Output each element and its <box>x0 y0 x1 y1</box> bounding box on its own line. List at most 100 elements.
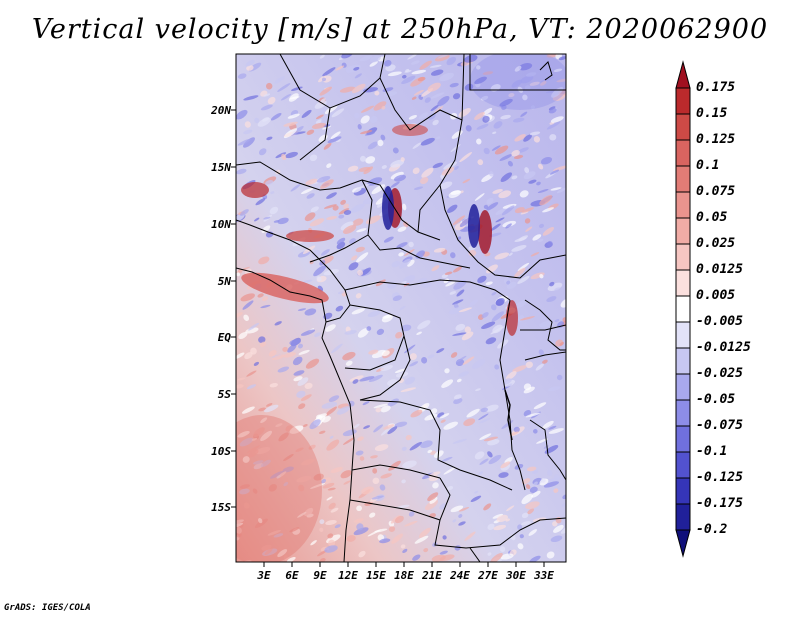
velocity-speck <box>499 546 506 552</box>
velocity-speck <box>323 142 332 150</box>
velocity-speck <box>347 165 359 172</box>
velocity-speck <box>486 202 499 211</box>
velocity-speck <box>458 307 473 313</box>
velocity-speck <box>485 337 497 345</box>
velocity-speck <box>521 207 534 213</box>
velocity-speck <box>404 376 416 385</box>
velocity-speck <box>381 165 387 169</box>
velocity-speck <box>514 237 527 243</box>
velocity-speck <box>322 482 335 489</box>
velocity-speck <box>518 63 533 71</box>
velocity-speck <box>485 281 493 286</box>
velocity-speck <box>264 548 273 556</box>
velocity-speck <box>560 298 566 308</box>
lon-label-18e: 18E <box>394 569 414 582</box>
velocity-speck <box>449 291 457 295</box>
velocity-speck <box>300 394 312 401</box>
velocity-speck <box>439 72 454 82</box>
velocity-speck <box>408 114 418 120</box>
velocity-speck <box>452 519 457 523</box>
velocity-speck <box>412 167 420 175</box>
velocity-speck <box>370 455 378 459</box>
velocity-speck <box>440 419 446 423</box>
velocity-speck <box>540 81 547 86</box>
velocity-speck <box>337 291 345 295</box>
velocity-speck <box>319 519 325 525</box>
southwest-updraft-zone <box>236 415 322 562</box>
velocity-speck <box>462 356 475 365</box>
velocity-speck <box>321 112 335 123</box>
velocity-speck <box>553 524 564 533</box>
velocity-speck <box>554 319 560 323</box>
velocity-speck <box>236 312 243 319</box>
velocity-speck <box>482 71 494 75</box>
velocity-speck <box>408 241 414 248</box>
colorbar-swatch <box>675 321 691 349</box>
velocity-speck <box>367 141 378 150</box>
velocity-speck <box>539 195 553 206</box>
colorbar-label-neg01: -0.1 <box>696 444 728 459</box>
velocity-speck <box>556 78 566 83</box>
velocity-speck <box>419 60 432 70</box>
velocity-speck <box>387 71 402 77</box>
velocity-speck <box>523 386 535 394</box>
velocity-speck <box>304 212 316 222</box>
colorbar-swatch <box>675 217 691 245</box>
velocity-speck <box>535 363 544 371</box>
velocity-speck <box>356 523 364 531</box>
velocity-speck <box>289 425 304 434</box>
velocity-speck <box>270 191 275 195</box>
velocity-speck <box>356 228 367 233</box>
velocity-speck <box>246 370 257 377</box>
velocity-speck <box>332 205 339 211</box>
velocity-speck <box>462 178 471 184</box>
velocity-speck <box>511 150 520 157</box>
velocity-speck <box>476 65 481 70</box>
velocity-speck <box>459 152 472 163</box>
velocity-speck <box>340 199 346 205</box>
velocity-speck <box>353 67 360 71</box>
velocity-speck <box>455 355 467 363</box>
velocity-speck <box>427 82 441 92</box>
velocity-speck <box>338 208 350 215</box>
velocity-speck <box>511 245 527 252</box>
velocity-speck <box>424 413 438 421</box>
velocity-speck <box>547 469 553 477</box>
velocity-speck <box>325 406 337 416</box>
velocity-speck <box>379 538 391 544</box>
velocity-speck <box>502 203 517 209</box>
velocity-speck <box>549 281 555 287</box>
velocity-speck <box>263 404 279 413</box>
velocity-speck <box>362 401 370 406</box>
velocity-speck <box>258 518 263 524</box>
velocity-speck <box>479 458 489 465</box>
velocity-speck <box>457 236 462 240</box>
colorbar-label-neg0075: -0.075 <box>696 418 743 433</box>
velocity-speck <box>297 511 307 518</box>
velocity-speck <box>334 524 341 529</box>
velocity-speck <box>358 550 366 558</box>
velocity-speck <box>372 468 378 474</box>
velocity-speck <box>280 93 292 101</box>
velocity-speck <box>474 111 485 121</box>
velocity-speck <box>316 276 322 282</box>
velocity-speck <box>437 181 453 190</box>
velocity-speck <box>530 252 540 257</box>
velocity-speck <box>343 437 355 445</box>
velocity-speck <box>238 331 248 340</box>
velocity-speck <box>452 93 461 100</box>
velocity-speck <box>461 331 474 341</box>
velocity-speck <box>543 445 549 449</box>
velocity-speck <box>464 326 472 333</box>
velocity-speck <box>352 379 359 384</box>
velocity-speck <box>343 480 351 485</box>
velocity-speck <box>270 112 282 121</box>
velocity-speck <box>495 217 505 223</box>
velocity-speck <box>550 116 564 123</box>
velocity-speck <box>300 329 316 336</box>
velocity-speck <box>376 328 385 336</box>
colorbar-label-neg0025: -0.025 <box>696 366 743 381</box>
velocity-speck <box>314 100 327 109</box>
velocity-speck <box>310 206 319 213</box>
velocity-speck <box>548 108 557 114</box>
